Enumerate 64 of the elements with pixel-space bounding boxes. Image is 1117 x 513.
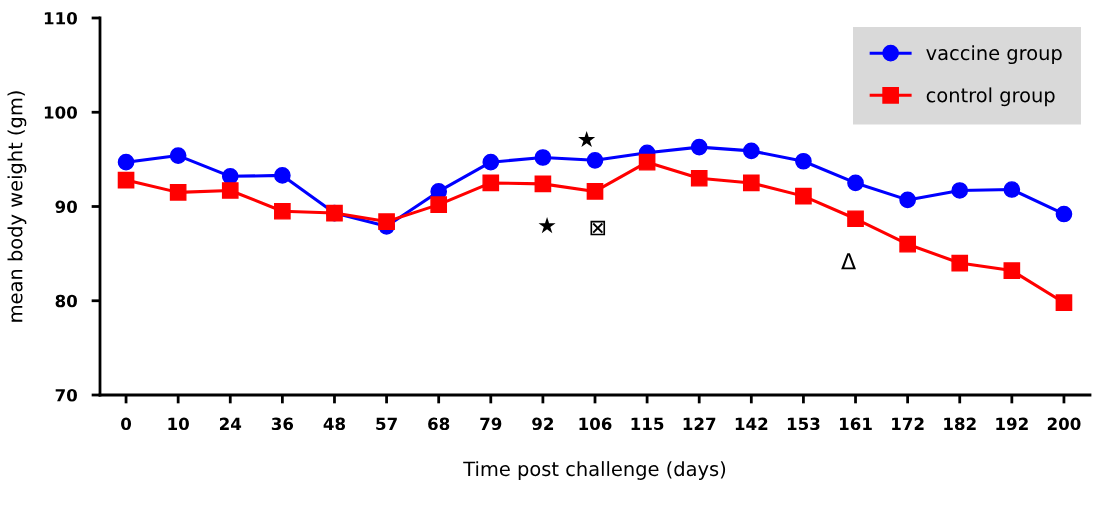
x-tick-label: 10 [168, 417, 189, 431]
x-tick-label: 36 [271, 417, 294, 431]
point [430, 196, 448, 213]
x-tick-label: 142 [735, 417, 768, 430]
annotation: ★ [578, 130, 596, 148]
legend-label: vaccine group [926, 45, 1062, 65]
point [1055, 294, 1073, 311]
point [274, 167, 291, 184]
x-tick-label: 106 [579, 417, 612, 431]
point [690, 138, 708, 156]
x-tick-label: 182 [944, 417, 976, 431]
y-axis-title: mean body weight (gm) [7, 91, 27, 322]
x-tick-label: 127 [683, 417, 716, 430]
x-tick-label: 57 [376, 417, 397, 431]
point [378, 213, 395, 230]
point [534, 175, 552, 193]
point [899, 191, 916, 209]
y-tick-label: 80 [55, 294, 77, 308]
point [742, 142, 760, 160]
point [847, 210, 864, 228]
y-tick-label: 100 [44, 106, 77, 119]
x-tick-label: 200 [1047, 417, 1081, 431]
y-tick-label: 110 [44, 11, 77, 25]
annotation: Δ [841, 253, 856, 270]
y-tick-label: 90 [55, 200, 77, 214]
x-tick-label: 79 [480, 417, 502, 431]
point [795, 187, 812, 205]
x-tick-label: 192 [996, 417, 1028, 431]
x-tick-label: 92 [532, 417, 554, 431]
x-axis-title: Time post challenge (days) [463, 461, 726, 480]
x-tick-label: 161 [840, 417, 872, 431]
point [690, 169, 708, 187]
y-tick-label: 70 [55, 388, 77, 402]
point [221, 182, 239, 199]
point [586, 151, 604, 169]
point [1003, 262, 1021, 279]
point [847, 174, 864, 192]
annotation: ⊠ [590, 220, 606, 236]
point [169, 184, 187, 201]
x-tick-label: 24 [219, 417, 242, 430]
x-tick-label: 115 [631, 417, 664, 431]
point [742, 174, 760, 192]
point [586, 183, 604, 200]
point [117, 171, 135, 189]
x-tick-label: 48 [323, 417, 346, 431]
point [1003, 181, 1021, 198]
point [169, 147, 187, 164]
point [951, 182, 969, 199]
point [482, 153, 500, 171]
legend-label: control group [926, 87, 1055, 107]
x-tick-label: 172 [892, 417, 924, 430]
point [638, 153, 656, 171]
point [795, 152, 812, 170]
point [534, 149, 552, 166]
x-tick-label: 0 [121, 417, 132, 431]
point [274, 202, 291, 220]
x-tick-label: 68 [428, 417, 450, 431]
annotation: ★ [538, 217, 556, 234]
point [951, 254, 969, 272]
point [482, 174, 500, 192]
x-tick-label: 153 [787, 417, 820, 431]
point [1055, 205, 1073, 223]
point [117, 153, 135, 171]
point [899, 235, 916, 253]
